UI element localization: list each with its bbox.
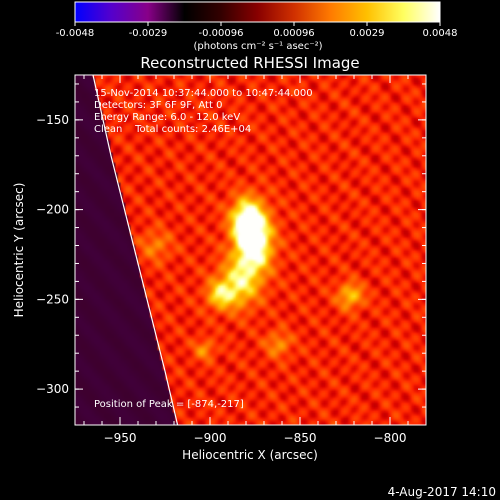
x-tick-label: −900 bbox=[194, 431, 227, 445]
chart-title: Reconstructed RHESSI Image bbox=[140, 54, 359, 72]
colorbar-tick-label: -0.00096 bbox=[199, 28, 244, 39]
info-line-1: 15-Nov-2014 10:37:44.000 to 10:47:44.000 bbox=[94, 88, 313, 99]
colorbar-strip bbox=[74, 1, 441, 23]
solar-limb-arc bbox=[92, 75, 179, 425]
x-tick-label: −800 bbox=[374, 431, 407, 445]
plot-frame bbox=[74, 74, 427, 426]
peak-position-label: Position of Peak = [-874,-217] bbox=[94, 399, 244, 410]
colorbar-tick-label: -0.0048 bbox=[56, 28, 95, 39]
y-tick-label: −300 bbox=[36, 382, 69, 396]
info-line-2: Detectors: 3F 6F 9F, Att 0 bbox=[94, 100, 222, 111]
colorbar-tick-label: -0.0029 bbox=[129, 28, 168, 39]
timestamp: 4-Aug-2017 14:10 bbox=[388, 485, 496, 499]
info-block: 15-Nov-2014 10:37:44.000 to 10:47:44.000… bbox=[94, 88, 313, 135]
x-tick-label: −850 bbox=[284, 431, 317, 445]
plot-area bbox=[75, 75, 426, 425]
x-tick-label: −950 bbox=[104, 431, 137, 445]
y-tick-label: −150 bbox=[36, 113, 69, 127]
y-tick-label: −200 bbox=[36, 203, 69, 217]
colorbar-tick-label: 0.0048 bbox=[423, 28, 458, 39]
x-axis-label: Heliocentric X (arcsec) bbox=[182, 448, 318, 462]
colorbar-tick-label: 0.00096 bbox=[273, 28, 314, 39]
colorbar-tick-label: 0.0029 bbox=[350, 28, 385, 39]
info-line-3: Energy Range: 6.0 - 12.0 keV bbox=[94, 112, 240, 123]
y-axis-label: Heliocentric Y (arcsec) bbox=[12, 183, 26, 318]
heatmap-image bbox=[75, 75, 426, 425]
y-tick-label: −250 bbox=[36, 292, 69, 306]
axes: −950 −900 −850 −800 −150 −200 −250 −300 bbox=[36, 75, 427, 445]
colorbar-unit-label: (photons cm⁻² s⁻¹ asec⁻²) bbox=[193, 41, 322, 52]
colorbar-ticks: -0.0048 -0.0029 -0.00096 0.00096 0.0029 0.004… bbox=[56, 22, 458, 39]
info-line-4: Clean Total counts: 2.46E+04 bbox=[94, 124, 251, 135]
colorbar: -0.0048 -0.0029 -0.00096 0.00096 0.0029 0.004… bbox=[56, 1, 458, 52]
